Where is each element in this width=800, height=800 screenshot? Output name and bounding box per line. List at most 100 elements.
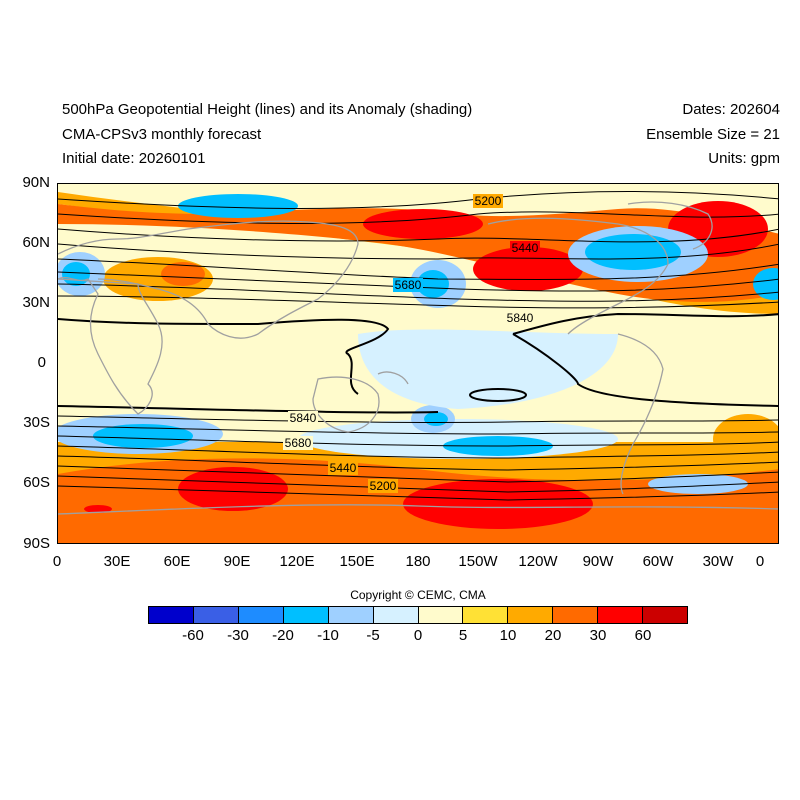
south-red-core-2 <box>403 479 593 529</box>
south-pale-blue <box>298 419 618 459</box>
colorbar-swatch <box>463 607 509 623</box>
x-tick-label: 180 <box>405 553 431 570</box>
anomaly-map: 5200 5440 5680 5840 5840 5680 5440 5200 <box>58 184 778 543</box>
x-tick-label: 0 <box>52 553 62 570</box>
south-5880-contour <box>58 405 439 414</box>
north-america-coast <box>487 217 669 335</box>
south-blue-1-core <box>93 424 193 448</box>
colorbar-swatch <box>553 607 599 623</box>
colorbar-label: -10 <box>317 627 339 644</box>
x-tick-label: 60W <box>642 553 674 570</box>
colorbar-swatch <box>418 607 464 623</box>
contour-label: 5680 <box>395 278 422 292</box>
north-blue-5 <box>753 268 778 300</box>
contour-label: 5680 <box>285 436 312 450</box>
y-tick-label: 90N <box>22 174 50 191</box>
australia-coast <box>312 376 380 433</box>
south-blue-4 <box>648 474 748 494</box>
south-contours <box>58 415 778 501</box>
x-tick-label: 150E <box>339 553 375 570</box>
colorbar-swatch <box>283 607 329 623</box>
eq-5880-contour <box>512 333 778 407</box>
north-5880-contour-east <box>512 312 778 335</box>
contour-label-bg <box>283 436 313 450</box>
south-orange-patch <box>713 414 778 464</box>
colorbar-swatch <box>643 607 688 623</box>
antarctica-coast <box>58 504 778 515</box>
x-tick-label: 30W <box>702 553 734 570</box>
x-tick-label: 90W <box>582 553 614 570</box>
south-america-coast <box>617 333 664 495</box>
x-tick-label: 0 <box>755 553 765 570</box>
y-tick-label: 60N <box>22 234 50 251</box>
greenland-coast <box>627 201 713 250</box>
north-blue-1 <box>178 194 298 218</box>
colorbar-swatch <box>508 607 554 623</box>
contour-label: 5440 <box>330 461 357 475</box>
north-strong-band <box>58 204 778 302</box>
colorbar-label: 30 <box>589 627 607 644</box>
contour-label: 5840 <box>507 311 534 325</box>
initial-date: Initial date: 20260101 <box>62 150 206 167</box>
colorbar-swatch <box>238 607 284 623</box>
y-tick-label: 30S <box>23 414 50 431</box>
contour-label: 5200 <box>370 479 397 493</box>
colorbar-label: -20 <box>272 627 294 644</box>
x-tick-label: 90E <box>223 553 251 570</box>
closed-5880-contour <box>469 388 527 402</box>
ensemble-size: Ensemble Size = 21 <box>646 126 780 143</box>
model-name: CMA-CPSv3 monthly forecast <box>62 126 262 143</box>
map-panel: 5200 5440 5680 5840 5840 5680 5440 5200 <box>57 183 779 544</box>
africa-coast <box>58 276 163 415</box>
contour-labels: 5200 5440 5680 5840 5840 5680 5440 5200 <box>283 194 540 493</box>
y-tick-label: 90S <box>23 535 50 552</box>
colorbar-label: 0 <box>413 627 423 644</box>
new-guinea-coast <box>377 371 409 385</box>
colorbar-label: 60 <box>634 627 652 644</box>
units-label: Units: gpm <box>708 150 780 167</box>
south-red-core-1 <box>178 467 288 511</box>
eurasia-coast <box>58 220 359 339</box>
x-tick-label: 30E <box>103 553 131 570</box>
copyright-text: Copyright © CEMC, CMA <box>350 588 486 602</box>
contour-label-bg <box>288 411 318 425</box>
colorbar-label: 5 <box>458 627 468 644</box>
colorbar-label: -30 <box>227 627 249 644</box>
contour-label-bg <box>510 241 540 255</box>
colorbar-label: 20 <box>544 627 562 644</box>
south-red-core-3 <box>84 505 112 513</box>
north-blue-3-core <box>417 270 449 298</box>
north-orange-core <box>161 262 205 286</box>
contour-label-bg <box>368 479 398 493</box>
colorbar-swatch <box>193 607 239 623</box>
x-tick-label: 150W <box>458 553 498 570</box>
tropical-pale-blue <box>358 329 618 409</box>
colorbar-swatch <box>149 607 194 623</box>
colorbar-label: 10 <box>499 627 517 644</box>
colorbar-label: -60 <box>182 627 204 644</box>
north-blue-4-core <box>62 262 90 286</box>
forecast-dates: Dates: 202604 <box>682 101 780 118</box>
y-tick-label: 60S <box>23 474 50 491</box>
x-tick-label: 60E <box>163 553 191 570</box>
contour-label-bg <box>473 194 503 208</box>
contour-label: 5200 <box>475 194 502 208</box>
colorbar <box>148 606 688 624</box>
contour-label-bg <box>393 278 423 292</box>
x-tick-label: 120W <box>518 553 558 570</box>
south-blue-3-core <box>424 412 448 426</box>
y-tick-label: 30N <box>22 294 50 311</box>
colorbar-swatch <box>328 607 374 623</box>
colorbar-swatch <box>598 607 644 623</box>
north-5880-contour <box>58 318 390 395</box>
contour-label-bg <box>505 311 535 325</box>
colorbar-swatch <box>373 607 419 623</box>
north-blue-2-core <box>585 234 681 270</box>
coastlines <box>58 201 778 515</box>
x-tick-label: 120E <box>279 553 315 570</box>
north-contours <box>58 191 778 309</box>
contour-label-bg <box>328 461 358 475</box>
contour-label: 5840 <box>290 411 317 425</box>
colorbar-label: -5 <box>366 627 380 644</box>
contour-label: 5440 <box>512 241 539 255</box>
